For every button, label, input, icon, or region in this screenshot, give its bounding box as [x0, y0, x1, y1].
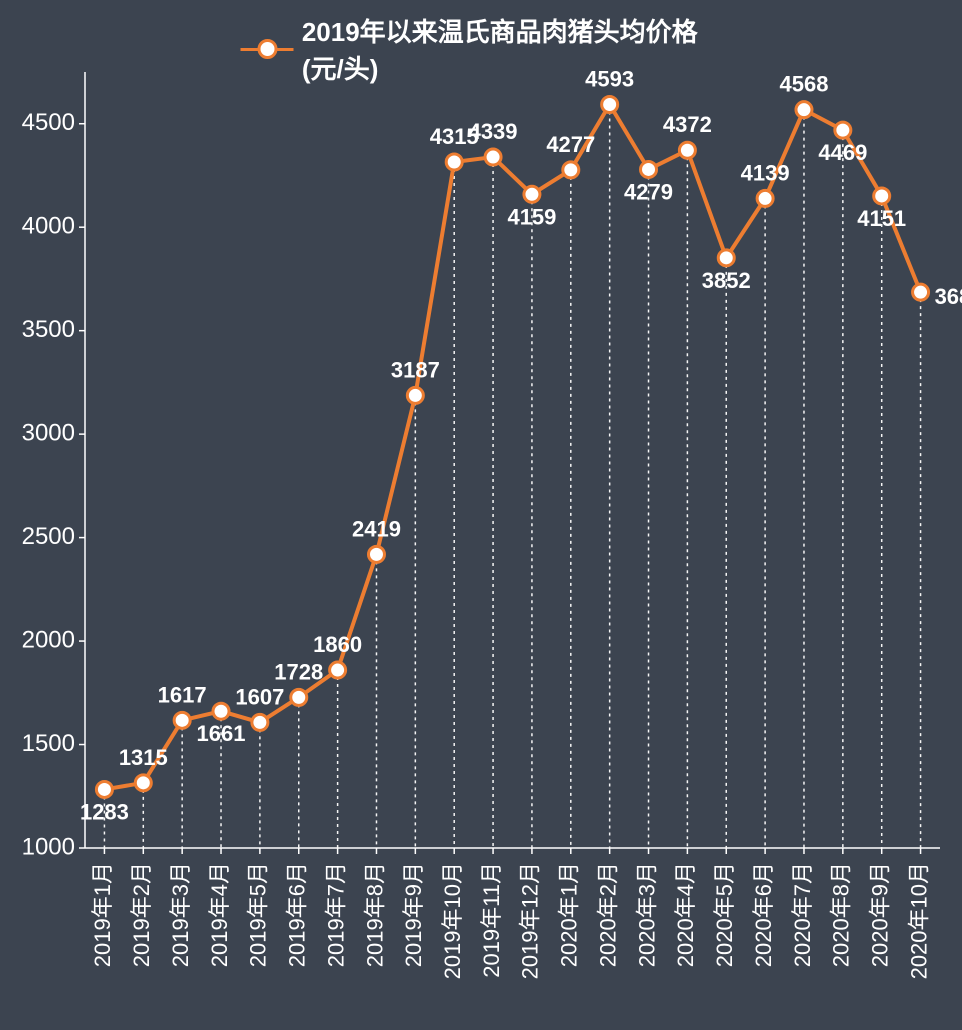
x-tick-label: 2019年7月: [323, 862, 348, 967]
data-label: 3852: [702, 268, 751, 293]
data-label: 1860: [313, 632, 362, 657]
x-tick-label: 2019年6月: [285, 862, 310, 967]
data-marker: [252, 714, 268, 730]
x-tick-label: 2019年10月: [440, 862, 465, 979]
x-tick-label: 2020年4月: [673, 862, 698, 967]
data-label: 1283: [80, 799, 129, 824]
legend: 2019年以来温氏商品肉猪头均价格(元/头): [241, 12, 722, 86]
legend-marker: [241, 48, 294, 51]
y-tick-label: 2500: [22, 523, 75, 550]
data-marker: [135, 775, 151, 791]
data-label: 1315: [119, 745, 168, 770]
y-tick-label: 2000: [22, 626, 75, 653]
data-label: 1617: [158, 682, 207, 707]
x-tick-label: 2019年4月: [207, 862, 232, 967]
data-label: 1728: [274, 659, 323, 684]
x-tick-label: 2020年2月: [595, 862, 620, 967]
data-label: 1607: [235, 684, 284, 709]
data-marker: [796, 102, 812, 118]
data-label: 4279: [624, 179, 673, 204]
chart-container: 2019年以来温氏商品肉猪头均价格(元/头) 1000 1500 2000 2500 3…: [0, 0, 962, 1030]
x-tick-label: 2020年3月: [634, 862, 659, 967]
y-tick-label: 3500: [22, 316, 75, 343]
chart-svg: 1000 1500 2000 2500 3000 3500 4000 4500 2019年1月 2…: [0, 0, 962, 1030]
data-marker: [446, 154, 462, 170]
data-label: 4277: [546, 132, 595, 157]
data-label: 4469: [818, 140, 867, 165]
data-marker: [96, 781, 112, 797]
data-label: 4372: [663, 112, 712, 137]
x-tick-label: 2020年7月: [790, 862, 815, 967]
data-marker: [641, 161, 657, 177]
x-tick-label: 2020年5月: [712, 862, 737, 967]
data-marker: [835, 122, 851, 138]
chart-title: 2019年以来温氏商品肉猪头均价格(元/头): [302, 12, 722, 86]
data-label: 1661: [197, 721, 246, 746]
data-label: 3686: [935, 284, 962, 309]
data-marker: [407, 387, 423, 403]
data-marker: [524, 186, 540, 202]
data-marker: [602, 96, 618, 112]
x-tick-label: 2019年9月: [401, 862, 426, 967]
x-tick-label: 2019年3月: [168, 862, 193, 967]
y-tick-label: 4500: [22, 109, 75, 136]
x-tick-label: 2019年11月: [479, 862, 504, 978]
y-tick-label: 4000: [22, 213, 75, 240]
x-tick-label: 2020年8月: [829, 862, 854, 967]
x-tick-label: 2019年1月: [90, 862, 115, 967]
x-tick-label: 2019年2月: [129, 862, 154, 967]
data-label: 4339: [469, 119, 518, 144]
data-label: 4159: [507, 204, 556, 229]
data-marker: [213, 703, 229, 719]
x-tick-label: 2019年12月: [518, 862, 543, 979]
y-tick-label: 3000: [22, 419, 75, 446]
data-label: 2419: [352, 516, 401, 541]
x-tick-label: 2020年1月: [557, 862, 582, 967]
data-marker: [679, 142, 695, 158]
data-marker: [291, 689, 307, 705]
data-marker: [913, 284, 929, 300]
data-marker: [718, 250, 734, 266]
x-tick-label: 2019年5月: [246, 862, 271, 967]
x-tick-label: 2020年6月: [751, 862, 776, 967]
data-marker: [485, 149, 501, 165]
data-marker: [368, 546, 384, 562]
x-tick-label: 2020年9月: [868, 862, 893, 967]
x-tick-label: 2020年10月: [906, 862, 931, 979]
data-marker: [174, 712, 190, 728]
data-label: 4151: [857, 206, 906, 231]
data-marker: [757, 190, 773, 206]
data-marker: [563, 162, 579, 178]
data-label: 3187: [391, 357, 440, 382]
x-tick-label: 2019年8月: [362, 862, 387, 967]
data-marker: [330, 662, 346, 678]
y-tick-label: 1000: [22, 833, 75, 860]
y-tick-label: 1500: [22, 730, 75, 757]
data-marker: [874, 188, 890, 204]
data-label: 4568: [780, 72, 829, 97]
data-label: 4139: [741, 160, 790, 185]
